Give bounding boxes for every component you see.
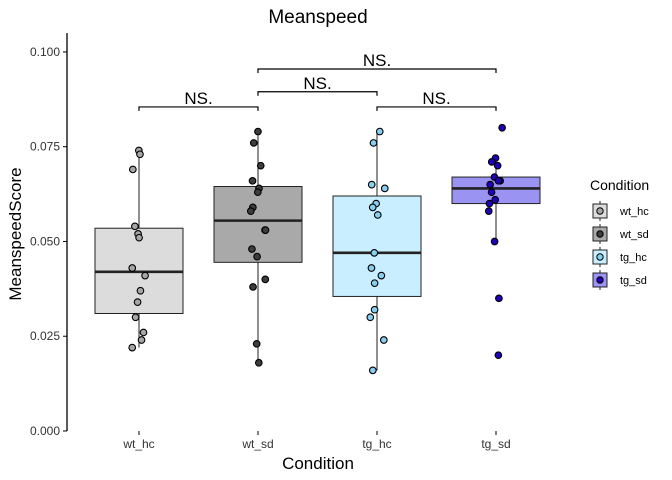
data-point: [249, 139, 258, 147]
data-point: [246, 207, 255, 216]
data-point: [368, 366, 377, 375]
legend-item-wt_hc: wt_hc: [592, 201, 649, 221]
legend-point: [596, 276, 604, 284]
data-point: [131, 222, 139, 231]
data-point: [484, 207, 493, 216]
legend-point: [596, 253, 604, 261]
data-point: [137, 336, 146, 344]
legend-label: tg_hc: [620, 252, 647, 264]
data-point: [495, 294, 503, 303]
data-point: [370, 279, 379, 288]
data-point: [249, 283, 257, 291]
bracket-line: [257, 91, 378, 96]
y-tick-label: 0.025: [30, 329, 60, 343]
data-point: [369, 139, 378, 147]
y-tick-label: 0.000: [30, 424, 60, 438]
data-point: [375, 127, 384, 136]
data-point: [370, 248, 379, 257]
data-point: [498, 123, 506, 132]
data-point: [261, 226, 270, 234]
data-point: [128, 165, 137, 174]
data-point: [367, 180, 376, 189]
data-point: [253, 188, 262, 197]
legend-item-wt_sd: wt_sd: [592, 224, 649, 244]
data-point: [490, 237, 499, 246]
data-point: [128, 343, 137, 352]
legend-point: [596, 207, 604, 215]
data-point: [136, 150, 144, 159]
significance-bracket: NS.: [138, 89, 259, 111]
x-tick-label: tg_hc: [362, 437, 391, 451]
bracket-line: [138, 106, 259, 111]
data-point: [135, 233, 143, 242]
significance-bracket: NS.: [257, 51, 497, 74]
x-tick-label: wt_sd: [241, 437, 273, 451]
bracket-line: [376, 106, 497, 111]
legend-point: [596, 230, 604, 238]
significance-bracket: NS.: [376, 89, 497, 111]
legend-item-tg_hc: tg_hc: [592, 247, 647, 267]
significance-label: NS.: [422, 89, 450, 108]
y-tick-label: 0.100: [30, 45, 60, 59]
x-tick-label: wt_hc: [122, 437, 154, 451]
data-point: [248, 176, 257, 185]
legend-label: tg_sd: [620, 275, 647, 287]
data-point: [494, 176, 503, 185]
data-point: [486, 180, 495, 189]
data-point: [494, 351, 503, 360]
data-point: [131, 313, 140, 322]
bracket-line: [257, 68, 497, 74]
y-tick-label: 0.050: [30, 234, 60, 248]
data-point: [380, 184, 389, 193]
data-point: [252, 339, 261, 348]
y-tick-label: 0.075: [30, 140, 60, 154]
significance-label: NS.: [363, 51, 391, 70]
legend: Condition wt_hc wt_sd tg_hc tg_sd: [590, 177, 649, 290]
data-point: [141, 271, 149, 280]
data-point: [373, 211, 382, 219]
data-point: [487, 158, 496, 166]
data-point: [379, 336, 388, 344]
data-point: [256, 161, 265, 170]
legend-label: wt_hc: [619, 206, 649, 218]
legend-title: Condition: [590, 177, 649, 193]
significance-bracket: NS.: [257, 74, 378, 96]
data-point: [370, 305, 379, 314]
x-axis-label: Condition: [282, 454, 354, 473]
legend-item-tg_sd: tg_sd: [592, 270, 647, 290]
box-wt_sd: [213, 186, 303, 263]
chart-title: Meanspeed: [268, 7, 367, 28]
data-point: [377, 271, 386, 280]
data-point: [493, 161, 502, 170]
significance-label: NS.: [303, 74, 331, 93]
data-point: [139, 328, 148, 337]
significance-label: NS.: [184, 89, 212, 108]
data-point: [254, 358, 263, 367]
data-point: [368, 203, 377, 212]
data-point: [128, 264, 137, 272]
data-point: [487, 188, 496, 197]
data-point: [367, 264, 376, 272]
data-point: [491, 195, 500, 204]
data-point: [253, 252, 261, 261]
x-tick-label: tg_sd: [481, 437, 510, 451]
data-point: [485, 199, 494, 208]
data-point: [261, 275, 270, 284]
data-point: [366, 313, 375, 322]
plot-area: 0.000 0.025 0.050 0.075 0.100 wt_hc wt_sd tg_hc…: [30, 33, 541, 451]
data-point: [136, 286, 145, 295]
data-point: [133, 298, 142, 306]
y-axis-label: MeanspeedScore: [6, 167, 25, 300]
legend-label: wt_sd: [619, 229, 649, 241]
data-point: [248, 245, 256, 253]
data-point: [254, 127, 262, 136]
